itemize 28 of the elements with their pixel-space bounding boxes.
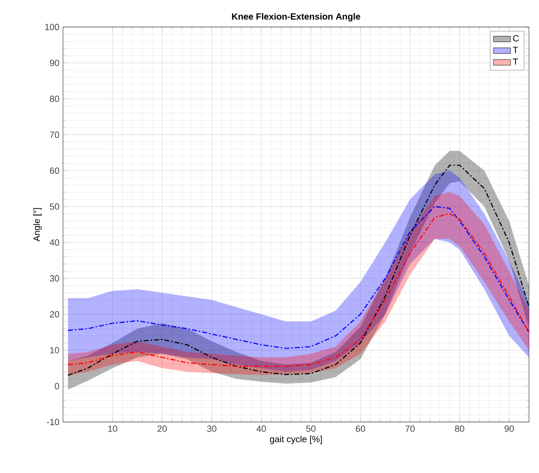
x-tick-label: 50 xyxy=(306,426,316,432)
y-tick-label: 50 xyxy=(50,203,60,210)
y-tick-label: 60 xyxy=(50,167,60,174)
x-tick-label: 40 xyxy=(256,426,266,432)
x-tick-label: 90 xyxy=(504,426,514,432)
y-tick-label: 70 xyxy=(50,132,60,138)
x-tick-label: 20 xyxy=(158,426,167,432)
y-tick-label: 10 xyxy=(50,347,60,354)
y-tick-label: 20 xyxy=(50,311,60,318)
x-tick-label: 60 xyxy=(356,426,366,432)
y-axis-title: Angle [°] xyxy=(33,208,42,242)
legend-label: T xyxy=(512,46,518,54)
y-tick-label: 0 xyxy=(54,382,60,390)
x-tick-label: 10 xyxy=(108,426,118,432)
y-tick-label: 30 xyxy=(50,275,60,282)
x-tick-label: 80 xyxy=(454,426,464,432)
line-series xyxy=(67,206,529,349)
y-tick-label: 80 xyxy=(50,96,60,102)
chart-title: Knee Flexion-Extension Angle xyxy=(232,13,360,22)
x-axis-title: gait cycle [%] xyxy=(270,436,322,444)
y-tick-label: -10 xyxy=(46,418,60,426)
legend-label: T xyxy=(512,58,518,65)
x-tick-label: 70 xyxy=(405,426,415,432)
y-tick-label: 90 xyxy=(50,60,60,66)
x-tick-label: 30 xyxy=(207,426,216,432)
legend-label: C xyxy=(513,35,519,42)
y-tick-label: 40 xyxy=(50,239,60,246)
y-tick-label: 100 xyxy=(45,24,60,30)
